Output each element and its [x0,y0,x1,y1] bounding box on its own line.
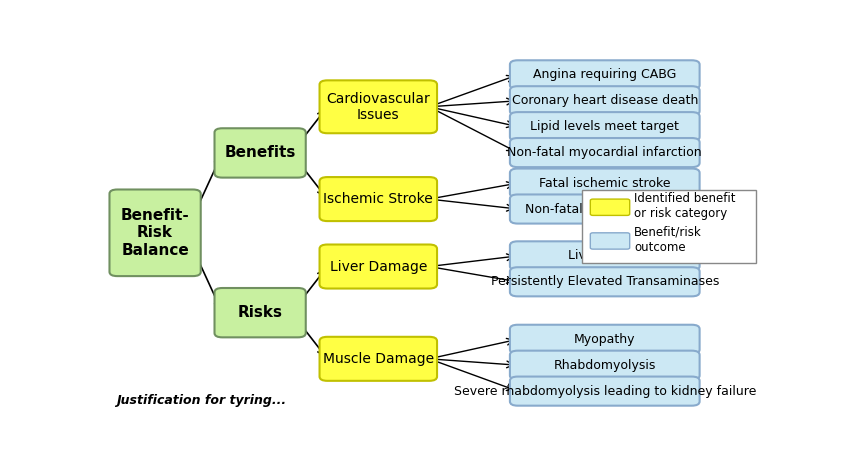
Text: Justification for tyring...: Justification for tyring... [116,394,285,407]
Text: Benefits: Benefits [224,145,296,160]
Text: Lipid levels meet target: Lipid levels meet target [530,120,679,133]
FancyBboxPatch shape [590,199,629,215]
Text: Liver failure: Liver failure [567,249,642,262]
Text: Rhabdomyolysis: Rhabdomyolysis [554,359,656,372]
FancyBboxPatch shape [510,112,700,141]
Text: Liver Damage: Liver Damage [329,260,427,273]
FancyBboxPatch shape [319,337,437,381]
FancyBboxPatch shape [510,195,700,224]
Text: Angina requiring CABG: Angina requiring CABG [533,68,677,81]
FancyBboxPatch shape [510,267,700,296]
Text: Benefit-
Risk
Balance: Benefit- Risk Balance [121,208,190,258]
Text: Severe rhabdomyolysis leading to kidney failure: Severe rhabdomyolysis leading to kidney … [454,384,756,398]
FancyBboxPatch shape [510,138,700,167]
Text: Ischemic Stroke: Ischemic Stroke [324,192,433,206]
FancyBboxPatch shape [510,351,700,380]
Text: Non-fatal ischemic stroke: Non-fatal ischemic stroke [525,202,684,216]
FancyBboxPatch shape [510,169,700,198]
Text: Benefit/risk
outcome: Benefit/risk outcome [634,226,702,254]
Text: Identified benefit
or risk category: Identified benefit or risk category [634,192,736,220]
FancyBboxPatch shape [214,288,306,337]
Text: Non-fatal myocardial infarction: Non-fatal myocardial infarction [507,146,702,159]
FancyBboxPatch shape [319,80,437,133]
FancyBboxPatch shape [319,244,437,289]
Text: Cardiovascular
Issues: Cardiovascular Issues [326,92,430,122]
FancyBboxPatch shape [319,177,437,221]
Text: Myopathy: Myopathy [574,333,635,346]
FancyBboxPatch shape [510,377,700,406]
FancyBboxPatch shape [214,128,306,177]
Text: Persistently Elevated Transaminases: Persistently Elevated Transaminases [490,275,719,288]
FancyBboxPatch shape [590,233,629,249]
Text: Fatal ischemic stroke: Fatal ischemic stroke [539,177,671,189]
Text: Risks: Risks [238,305,283,320]
Text: Muscle Damage: Muscle Damage [323,352,434,366]
FancyBboxPatch shape [582,190,756,263]
FancyBboxPatch shape [510,241,700,271]
FancyBboxPatch shape [510,325,700,354]
FancyBboxPatch shape [510,86,700,115]
FancyBboxPatch shape [109,189,201,276]
Text: Coronary heart disease death: Coronary heart disease death [512,94,698,107]
FancyBboxPatch shape [510,60,700,89]
